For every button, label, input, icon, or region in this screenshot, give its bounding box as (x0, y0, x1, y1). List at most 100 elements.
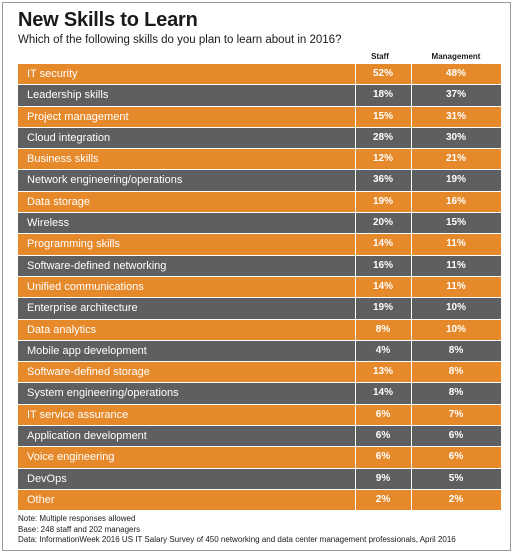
skill-label: Voice engineering (27, 451, 115, 464)
table-row: Leadership skills 18% 37% (18, 85, 501, 107)
column-divider (411, 255, 412, 276)
table-row: Data analytics 8% 10% (18, 319, 501, 341)
table-row: Programming skills 14% 11% (18, 234, 501, 256)
column-divider (355, 340, 356, 362)
table-row: IT security 52% 48% (18, 64, 501, 86)
management-value: 30% (445, 131, 466, 143)
skill-label: Mobile app development (27, 344, 147, 357)
column-divider (355, 319, 356, 340)
table-row: Software-defined networking 16% 11% (18, 255, 501, 277)
staff-value: 13% (372, 366, 393, 378)
column-header-staff: Staff (371, 52, 389, 61)
skill-label: System engineering/operations (27, 387, 179, 400)
skills-table: IT security 52% 48% Leadership skills 18% 37%… (18, 64, 501, 512)
column-divider (355, 426, 356, 447)
column-divider (411, 213, 412, 234)
column-divider (411, 149, 412, 170)
management-value: 10% (445, 323, 466, 335)
table-row: Business skills 12% 21% (18, 149, 501, 171)
staff-value: 15% (372, 110, 393, 122)
table-row: IT service assurance 6% 7% (18, 404, 501, 427)
footnotes: Note: Multiple responses allowed Base: 2… (18, 514, 456, 546)
column-divider (411, 468, 412, 489)
staff-value: 6% (375, 451, 391, 463)
skill-label: IT service assurance (27, 408, 129, 421)
management-value: 10% (445, 302, 466, 314)
staff-value: 14% (372, 280, 393, 292)
skill-label: Business skills (27, 153, 99, 166)
skill-label: DevOps (27, 472, 67, 485)
table-row: DevOps 9% 5% (18, 468, 501, 490)
table-row: Enterprise architecture 19% 10% (18, 298, 501, 320)
management-value: 16% (445, 195, 466, 207)
skill-label: Software-defined storage (27, 366, 150, 379)
column-divider (411, 340, 412, 362)
column-divider (355, 404, 356, 426)
column-divider (355, 106, 356, 127)
skill-label: Enterprise architecture (27, 302, 138, 315)
skill-label: Data storage (27, 195, 90, 208)
column-divider (355, 276, 356, 298)
staff-value: 19% (372, 195, 393, 207)
management-value: 19% (445, 174, 466, 186)
table-row: Network engineering/operations 36% 19% (18, 170, 501, 192)
footnote-base: Base: 248 staff and 202 managers (18, 524, 141, 534)
management-value: 8% (448, 387, 464, 399)
management-value: 7% (448, 408, 464, 420)
column-divider (355, 234, 356, 255)
skill-label: Unified communications (27, 280, 144, 293)
column-divider (355, 85, 356, 106)
column-divider (355, 447, 356, 468)
column-divider (355, 362, 356, 383)
staff-value: 19% (372, 302, 393, 314)
staff-value: 18% (372, 89, 393, 101)
column-divider (411, 85, 412, 106)
column-divider (355, 383, 356, 404)
staff-value: 20% (372, 217, 393, 229)
column-divider (411, 404, 412, 426)
staff-value: 2% (375, 493, 391, 505)
table-row: Application development 6% 6% (18, 426, 501, 448)
column-divider (411, 234, 412, 255)
column-divider (355, 255, 356, 276)
management-value: 37% (445, 89, 466, 101)
skill-label: Cloud integration (27, 131, 111, 144)
staff-value: 9% (375, 472, 391, 484)
table-row: Unified communications 14% 11% (18, 276, 501, 299)
staff-value: 28% (372, 131, 393, 143)
column-divider (411, 298, 412, 319)
staff-value: 16% (372, 259, 393, 271)
column-divider (411, 383, 412, 404)
management-value: 48% (445, 68, 466, 79)
column-divider (411, 106, 412, 127)
column-divider (355, 127, 356, 149)
column-divider (355, 149, 356, 170)
table-row: Cloud integration 28% 30% (18, 127, 501, 150)
management-value: 6% (448, 451, 464, 463)
table-row: Other 2% 2% (18, 489, 501, 512)
column-divider (355, 64, 356, 85)
table-row: System engineering/operations 14% 8% (18, 383, 501, 405)
page-title: New Skills to Learn (18, 9, 198, 31)
column-divider (411, 426, 412, 447)
column-divider (411, 276, 412, 298)
skill-label: Leadership skills (27, 89, 109, 102)
column-divider (355, 170, 356, 191)
table-row: Voice engineering 6% 6% (18, 447, 501, 469)
skill-label: Other (27, 493, 55, 506)
column-divider (355, 213, 356, 234)
footnote-data-source: Data: InformationWeek 2016 US IT Salary … (18, 535, 456, 544)
management-value: 8% (448, 344, 464, 356)
skill-label: Wireless (27, 217, 70, 230)
table-row: Software-defined storage 13% 8% (18, 362, 501, 384)
column-divider (355, 191, 356, 213)
management-value: 8% (448, 366, 464, 378)
staff-value: 6% (375, 408, 391, 420)
column-divider (411, 362, 412, 383)
management-value: 5% (448, 472, 464, 484)
column-divider (411, 127, 412, 149)
staff-value: 14% (372, 387, 393, 399)
column-divider (411, 489, 412, 511)
staff-value: 8% (375, 323, 391, 335)
skill-label: Network engineering/operations (27, 174, 183, 187)
